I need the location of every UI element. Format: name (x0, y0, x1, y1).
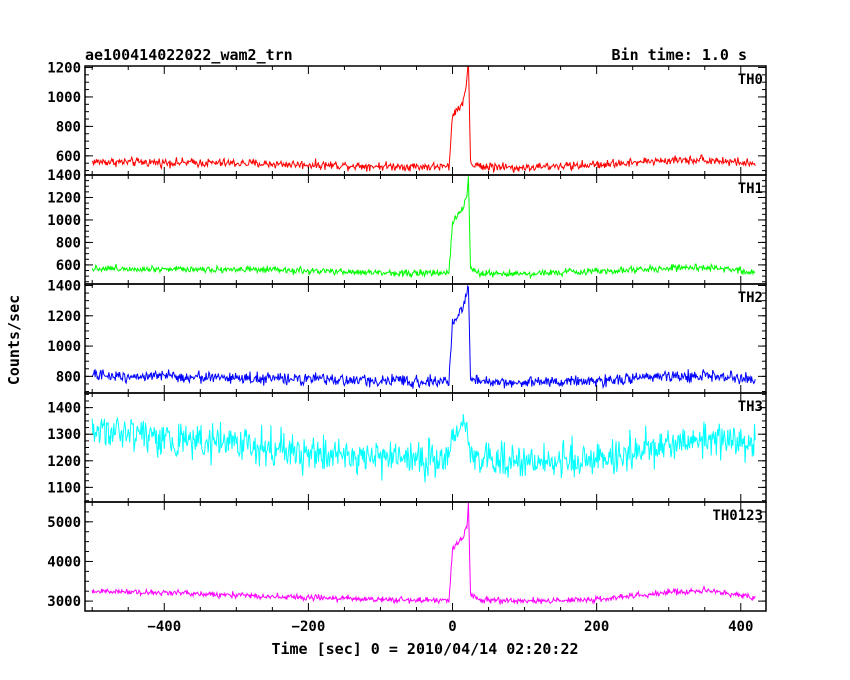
series-th0123 (91, 502, 756, 606)
x-axis: −400 −200 0 200 400 (147, 619, 753, 635)
panel-th1: 600 800 1000 1200 1400 TH1 (47, 168, 767, 285)
x-tick-label: 200 (584, 619, 609, 635)
panels: 600 800 1000 1200 TH0 600 800 1000 1200 1400 TH1 80… (47, 60, 767, 612)
y-tick-label: 1200 (47, 190, 81, 206)
panel-label: TH2 (738, 290, 763, 306)
y-tick-label: 1200 (47, 454, 81, 470)
y-tick-label: 4000 (47, 554, 81, 570)
x-tick-label: 400 (728, 619, 753, 635)
y-tick-label: 1000 (47, 213, 81, 229)
chart-title: ae100414022022_wam2_trn (85, 46, 293, 64)
bin-time-label: Bin time: 1.0 s (612, 46, 747, 64)
y-tick-label: 1000 (47, 339, 81, 355)
panel-th2: 800 1000 1200 1400 TH2 (47, 279, 767, 394)
y-tick-label: 600 (56, 258, 81, 274)
y-tick-label: 1400 (47, 168, 81, 184)
x-axis-label: Time [sec] 0 = 2010/04/14 02:20:22 (271, 640, 578, 658)
x-tick-label: −200 (292, 619, 326, 635)
series-th2 (91, 284, 756, 390)
y-tick-label: 600 (56, 149, 81, 165)
panel-th0123: 3000 4000 5000 TH0123 (47, 501, 767, 612)
panel-frame (84, 65, 767, 176)
y-tick-label: 3000 (47, 594, 81, 610)
panel-label: TH0 (738, 72, 763, 88)
y-tick-label: 1400 (47, 279, 81, 295)
y-tick-label: 800 (56, 235, 81, 251)
y-axis-label: Counts/sec (5, 295, 23, 385)
y-tick-label: 1400 (47, 401, 81, 417)
panel-frame (84, 501, 767, 612)
panel-th3: 1100 1200 1300 1400 TH3 (47, 392, 767, 503)
y-tick-label: 800 (56, 119, 81, 135)
x-tick-label: −400 (147, 619, 181, 635)
panel-label: TH3 (738, 399, 763, 415)
x-tick-label: 0 (448, 619, 456, 635)
series-th0 (91, 66, 756, 174)
y-tick-label: 1000 (47, 90, 81, 106)
y-tick-label: 1200 (47, 60, 81, 76)
series-th1 (91, 176, 756, 280)
y-tick-label: 800 (56, 369, 81, 385)
y-tick-label: 1200 (47, 309, 81, 325)
y-tick-label: 5000 (47, 515, 81, 531)
series-th3 (91, 413, 756, 483)
y-tick-label: 1300 (47, 427, 81, 443)
y-tick-label: 1100 (47, 480, 81, 496)
panel-label: TH1 (738, 181, 763, 197)
panel-label: TH0123 (712, 508, 763, 524)
panel-th0: 600 800 1000 1200 TH0 (47, 60, 767, 176)
